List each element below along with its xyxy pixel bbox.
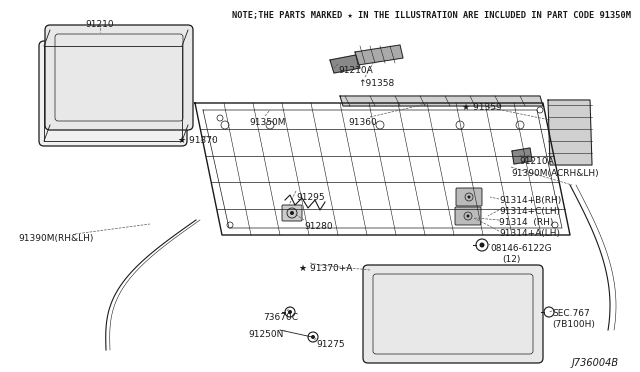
Text: 91295: 91295 [296,193,324,202]
Text: NOTE;THE PARTS MARKED ★ IN THE ILLUSTRATION ARE INCLUDED IN PART CODE 91350M: NOTE;THE PARTS MARKED ★ IN THE ILLUSTRAT… [232,11,631,20]
Polygon shape [340,96,543,106]
Text: (7B100H): (7B100H) [552,320,595,329]
FancyBboxPatch shape [455,207,481,225]
Text: 91314+B(RH): 91314+B(RH) [499,196,561,205]
Text: 91250N: 91250N [248,330,284,339]
Text: 91210A: 91210A [338,66,372,75]
FancyBboxPatch shape [282,205,302,221]
Text: 91210: 91210 [86,20,115,29]
Text: ★ 91359: ★ 91359 [462,103,502,112]
Text: 91360: 91360 [349,118,378,127]
Text: 91390M(ACRH&LH): 91390M(ACRH&LH) [511,169,598,178]
Text: 73670C: 73670C [263,313,298,322]
FancyBboxPatch shape [45,25,193,130]
Polygon shape [512,148,532,164]
Text: 91390M(RH&LH): 91390M(RH&LH) [18,234,93,243]
Text: 91210A: 91210A [519,157,554,166]
Circle shape [467,196,470,199]
Polygon shape [330,55,360,73]
Text: 91314  (RH): 91314 (RH) [499,218,554,227]
Polygon shape [355,45,403,65]
FancyBboxPatch shape [456,188,482,206]
Text: ★ 91370+A: ★ 91370+A [299,264,353,273]
Text: 91314+C(LH): 91314+C(LH) [499,207,560,216]
Text: 91314+A(LH): 91314+A(LH) [499,229,560,238]
Circle shape [288,310,292,314]
Circle shape [311,335,315,339]
Text: 91280: 91280 [304,222,333,231]
Text: 91275: 91275 [316,340,344,349]
FancyBboxPatch shape [363,265,543,363]
Text: J736004B: J736004B [572,358,619,368]
Text: 08146-6122G: 08146-6122G [490,244,552,253]
Text: ↑91358: ↑91358 [358,79,394,88]
Text: 91350M: 91350M [249,118,285,127]
Polygon shape [548,100,592,165]
Circle shape [467,215,470,218]
FancyBboxPatch shape [39,41,187,146]
Text: ★ 91370: ★ 91370 [178,136,218,145]
Text: SEC.767: SEC.767 [552,309,589,318]
Text: (12): (12) [502,255,520,264]
Circle shape [479,243,484,247]
Circle shape [290,211,294,215]
